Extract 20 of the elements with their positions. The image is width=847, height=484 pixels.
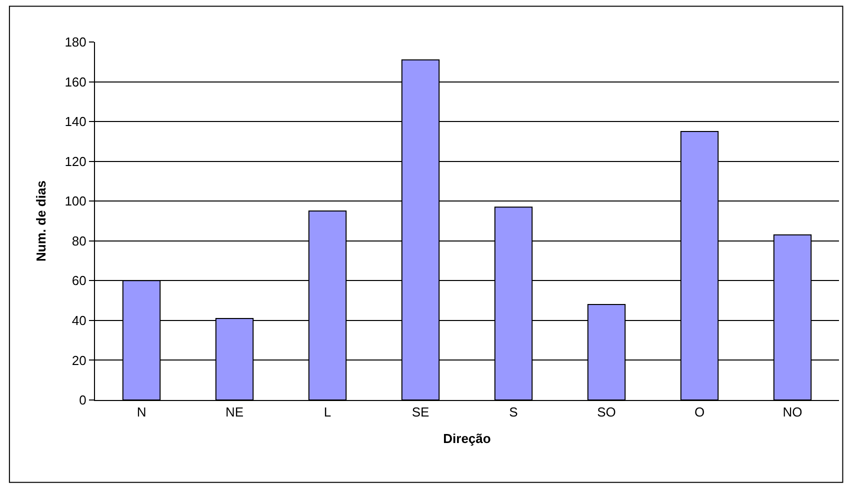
x-axis-title: Direção — [443, 431, 491, 446]
x-tick-label: L — [324, 404, 332, 420]
x-tick-label: NE — [225, 404, 244, 420]
x-tick-label: N — [136, 404, 146, 420]
x-tick-label: S — [509, 404, 518, 420]
y-axis-title: Num. de dias — [34, 180, 49, 262]
y-tick-label: 60 — [72, 273, 86, 288]
x-tick-label: SO — [597, 404, 616, 420]
y-tick-label: 100 — [64, 194, 86, 209]
y-tick-label: 120 — [64, 154, 86, 169]
x-tick-label: SE — [412, 404, 430, 420]
y-tick-label: 40 — [72, 312, 86, 328]
x-tick-label: NO — [782, 404, 802, 420]
y-tick-label: 0 — [79, 392, 86, 408]
y-tick-label: 160 — [64, 74, 86, 90]
y-tick-label: 20 — [72, 352, 86, 368]
x-tick-label: O — [694, 404, 705, 420]
y-tick-label: 140 — [64, 114, 86, 130]
y-tick-label: 180 — [64, 34, 86, 50]
y-tick-label: 80 — [72, 233, 86, 248]
